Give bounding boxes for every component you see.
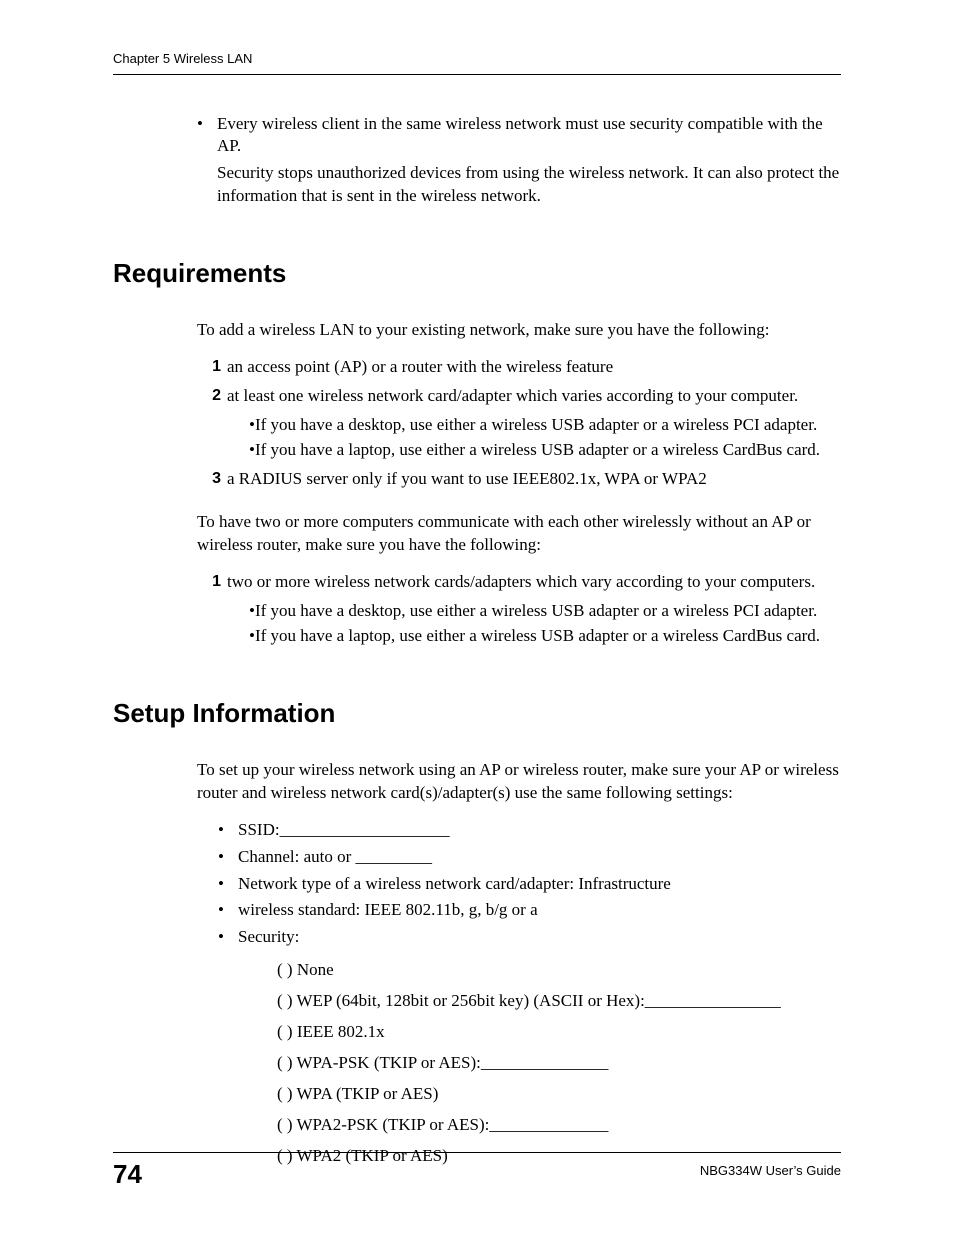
list-number: 1 (205, 571, 227, 593)
setup-bullet-text: Security: (238, 926, 299, 949)
req-sub-text: If you have a laptop, use either a wirel… (255, 439, 820, 462)
security-option: ( ) WEP (64bit, 128bit or 256bit key) (A… (277, 990, 841, 1013)
list-number: 2 (205, 385, 227, 407)
req-sub: • If you have a desktop, use either a wi… (249, 414, 841, 437)
setup-bullets: • SSID:____________________ • Channel: a… (218, 819, 841, 950)
guide-name: NBG334W User’s Guide (700, 1159, 841, 1178)
bullet-icon: • (218, 873, 238, 896)
security-option: ( ) IEEE 802.1x (277, 1021, 841, 1044)
req-sub-text: If you have a desktop, use either a wire… (255, 600, 817, 623)
setup-bullet-text: Channel: auto or _________ (238, 846, 432, 869)
req2-item-1: 1 two or more wireless network cards/ada… (205, 571, 841, 594)
req2-item-1-subs: • If you have a desktop, use either a wi… (249, 600, 841, 648)
setup-bullet: • Network type of a wireless network car… (218, 873, 841, 896)
req-list-1b: 3 a RADIUS server only if you want to us… (205, 468, 841, 491)
intro-bullet-text: Every wireless client in the same wirele… (217, 113, 841, 159)
page-footer: 74 NBG334W User’s Guide (113, 1152, 841, 1190)
list-number: 3 (205, 468, 227, 490)
req-sub-text: If you have a desktop, use either a wire… (255, 414, 817, 437)
setup-heading: Setup Information (113, 696, 841, 731)
req-item-text: at least one wireless network card/adapt… (227, 385, 798, 408)
bullet-icon: • (218, 819, 238, 842)
bullet-icon: • (197, 113, 217, 136)
security-option: ( ) None (277, 959, 841, 982)
req-list-1: 1 an access point (AP) or a router with … (205, 356, 841, 408)
req-sub-text: If you have a laptop, use either a wirel… (255, 625, 820, 648)
bullet-icon: • (218, 926, 238, 949)
setup-bullet: • SSID:____________________ (218, 819, 841, 842)
req-sub: • If you have a laptop, use either a wir… (249, 625, 841, 648)
setup-bullet-security: • Security: (218, 926, 841, 949)
security-option: ( ) WPA (TKIP or AES) (277, 1083, 841, 1106)
req-item-1: 1 an access point (AP) or a router with … (205, 356, 841, 379)
setup-lead: To set up your wireless network using an… (197, 759, 841, 805)
setup-bullet-text: SSID:____________________ (238, 819, 450, 842)
req2-item-text: two or more wireless network cards/adapt… (227, 571, 815, 594)
security-options: ( ) None ( ) WEP (64bit, 128bit or 256bi… (277, 959, 841, 1168)
req-item-text: a RADIUS server only if you want to use … (227, 468, 707, 491)
security-option: ( ) WPA-PSK (TKIP or AES):______________… (277, 1052, 841, 1075)
requirements-heading: Requirements (113, 256, 841, 291)
req-sub: • If you have a desktop, use either a wi… (249, 600, 841, 623)
running-head: Chapter 5 Wireless LAN (113, 50, 841, 75)
requirements-lead: To add a wireless LAN to your existing n… (197, 319, 841, 342)
req-item-text: an access point (AP) or a router with th… (227, 356, 613, 379)
req-list-2: 1 two or more wireless network cards/ada… (205, 571, 841, 594)
list-number: 1 (205, 356, 227, 378)
bullet-icon: • (218, 899, 238, 922)
intro-followup: Security stops unauthorized devices from… (217, 162, 841, 208)
intro-block: • Every wireless client in the same wire… (197, 113, 841, 209)
req-item-2-subs: • If you have a desktop, use either a wi… (249, 414, 841, 462)
req-sub: • If you have a laptop, use either a wir… (249, 439, 841, 462)
bullet-icon: • (218, 846, 238, 869)
intro-bullet: • Every wireless client in the same wire… (197, 113, 841, 159)
page-number: 74 (113, 1159, 142, 1190)
setup-bullet-text: wireless standard: IEEE 802.11b, g, b/g … (238, 899, 538, 922)
setup-bullet: • wireless standard: IEEE 802.11b, g, b/… (218, 899, 841, 922)
page-content: Chapter 5 Wireless LAN • Every wireless … (113, 50, 841, 1176)
requirements-lead2: To have two or more computers communicat… (197, 511, 841, 557)
security-option: ( ) WPA2-PSK (TKIP or AES):_____________… (277, 1114, 841, 1137)
req-item-2: 2 at least one wireless network card/ada… (205, 385, 841, 408)
setup-bullet-text: Network type of a wireless network card/… (238, 873, 671, 896)
setup-bullet: • Channel: auto or _________ (218, 846, 841, 869)
req-item-3: 3 a RADIUS server only if you want to us… (205, 468, 841, 491)
